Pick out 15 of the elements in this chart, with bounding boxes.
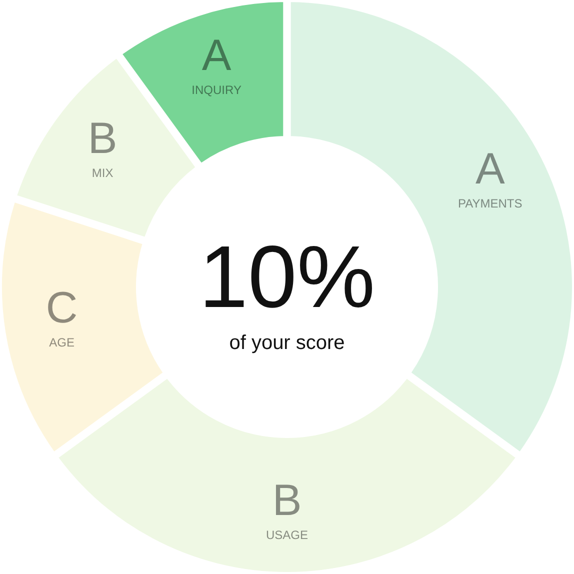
text: B (272, 476, 302, 525)
text: C (46, 284, 78, 333)
slice-label: AGE (49, 336, 74, 350)
text: B (88, 114, 118, 163)
slice-label: USAGE (266, 528, 308, 542)
donut-slice (56, 376, 518, 574)
slice-label: PAYMENTS (458, 196, 522, 210)
text: 10% (198, 227, 376, 326)
text: of your score (229, 332, 345, 354)
slice-label: MIX (92, 166, 114, 180)
text: A (202, 31, 232, 80)
slice-label: INQUIRY (192, 83, 242, 98)
donut-slice (0, 200, 165, 454)
donut-slice (120, 0, 286, 165)
text: A (475, 144, 506, 194)
